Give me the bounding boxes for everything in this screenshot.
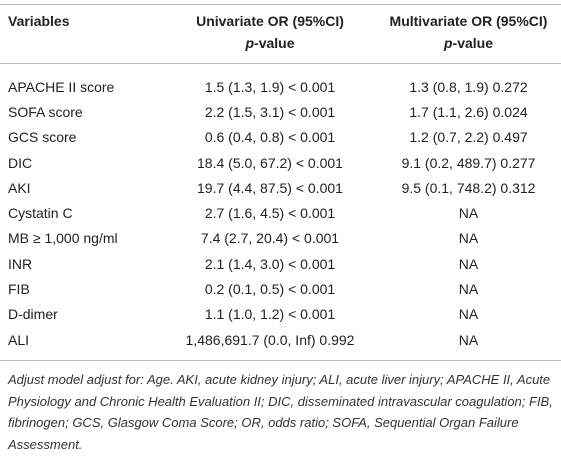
table-row: AKI 19.7 (4.4, 87.5) < 0.001 9.5 (0.1, 748… xyxy=(0,175,561,200)
value-cell: 0.6 (0.4, 0.8) < 0.001 xyxy=(204,129,336,146)
value-cell: NA xyxy=(458,306,479,323)
variable-cell: D-dimer xyxy=(8,306,58,323)
header-cell: Univariate OR (95%CI) xyxy=(196,13,344,29)
footnote: Adjust model adjust for: Age. AKI, acute… xyxy=(8,372,553,452)
value-cell: 19.7 (4.4, 87.5) < 0.001 xyxy=(197,179,343,196)
value-cell: 9.1 (0.2, 489.7) 0.277 xyxy=(401,154,536,171)
variable-cell: SOFA score xyxy=(8,103,83,120)
value-cell: 1.1 (1.0, 1.2) < 0.001 xyxy=(204,306,336,323)
value-cell: 2.7 (1.6, 4.5) < 0.001 xyxy=(204,205,336,222)
results-table: Variables Univariate OR (95%CI) Multivar… xyxy=(0,4,561,362)
table-row: D-dimer 1.1 (1.0, 1.2) < 0.001 NA xyxy=(0,302,561,327)
value-cell: 18.4 (5.0, 67.2) < 0.001 xyxy=(197,154,343,171)
value-cell: NA xyxy=(458,230,479,247)
variable-cell: INR xyxy=(8,255,33,272)
value-cell: 2.1 (1.4, 3.0) < 0.001 xyxy=(204,255,336,272)
value-cell: 9.5 (0.1, 748.2) 0.312 xyxy=(401,179,536,196)
header-cell: Variables xyxy=(8,13,70,29)
variable-cell: FIB xyxy=(8,281,30,298)
header-cell: p-value xyxy=(376,29,561,64)
table-row: INR 2.1 (1.4, 3.0) < 0.001 NA xyxy=(0,251,561,276)
header-cell xyxy=(0,29,164,64)
value-cell: 1.3 (0.8, 1.9) 0.272 xyxy=(409,78,528,95)
table-row: FIB 0.2 (0.1, 0.5) < 0.001 NA xyxy=(0,276,561,301)
header-row: Variables Univariate OR (95%CI) Multivar… xyxy=(0,5,561,29)
value-cell: 7.4 (2.7, 20.4) < 0.001 xyxy=(200,230,340,247)
variable-cell: GCS score xyxy=(8,129,77,146)
table-row: GCS score 0.6 (0.4, 0.8) < 0.001 1.2 (0.7,… xyxy=(0,125,561,150)
header-sub-italic: p xyxy=(443,35,453,51)
value-cell: 1,486,691.7 (0.0, Inf) 0.992 xyxy=(185,331,355,348)
header-sub: -value xyxy=(254,35,295,51)
variable-cell: ALI xyxy=(8,331,30,348)
variable-cell: APACHE II score xyxy=(8,78,115,95)
page: Variables Univariate OR (95%CI) Multivar… xyxy=(0,4,561,458)
value-cell: 1.5 (1.3, 1.9) < 0.001 xyxy=(204,78,336,95)
value-cell: 0.2 (0.1, 0.5) < 0.001 xyxy=(204,281,336,298)
table-body: APACHE II score 1.5 (1.3, 1.9) < 0.001 1.3… xyxy=(0,64,561,361)
table-row: MB ≥ 1,000 ng/ml 7.4 (2.7, 20.4) < 0.001 N… xyxy=(0,226,561,251)
table-row: Cystatin C 2.7 (1.6, 4.5) < 0.001 NA xyxy=(0,200,561,225)
header-cell: p-value xyxy=(164,29,376,64)
variable-cell: MB ≥ 1,000 ng/ml xyxy=(8,230,118,247)
value-cell: 1.2 (0.7, 2.2) 0.497 xyxy=(409,129,528,146)
value-cell: 2.2 (1.5, 3.1) < 0.001 xyxy=(204,103,336,120)
variable-cell: Cystatin C xyxy=(8,205,73,222)
header-sub-italic: p xyxy=(245,35,255,51)
value-cell: NA xyxy=(458,255,479,272)
table-row: SOFA score 2.2 (1.5, 3.1) < 0.001 1.7 (1.1… xyxy=(0,99,561,124)
header-cell: Multivariate OR (95%CI) xyxy=(389,13,548,29)
value-cell: NA xyxy=(458,205,479,222)
table-row: DIC 18.4 (5.0, 67.2) < 0.001 9.1 (0.2, 489… xyxy=(0,150,561,175)
table-row: APACHE II score 1.5 (1.3, 1.9) < 0.001 1.3… xyxy=(0,64,561,100)
value-cell: NA xyxy=(458,331,479,348)
value-cell: NA xyxy=(458,281,479,298)
variable-cell: AKI xyxy=(8,179,31,196)
table-header: Variables Univariate OR (95%CI) Multivar… xyxy=(0,5,561,64)
table-row: ALI 1,486,691.7 (0.0, Inf) 0.992 NA xyxy=(0,327,561,361)
value-cell: 1.7 (1.1, 2.6) 0.024 xyxy=(409,103,528,120)
variable-cell: DIC xyxy=(8,154,33,171)
header-subrow: p-value p-value xyxy=(0,29,561,64)
header-sub: -value xyxy=(452,35,494,51)
